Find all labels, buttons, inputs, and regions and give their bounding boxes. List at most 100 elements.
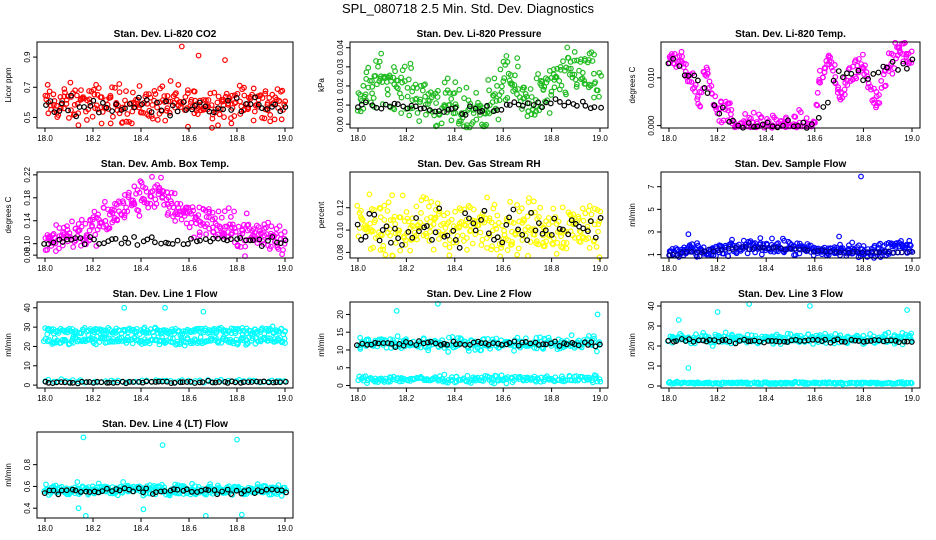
- data-points: [666, 173, 916, 261]
- point-avg: [87, 102, 94, 109]
- point-all: [262, 88, 269, 94]
- point-avg: [59, 100, 65, 107]
- point-avg: [282, 378, 289, 385]
- point-all: [189, 204, 196, 211]
- point-avg: [108, 236, 115, 243]
- point-upper: [860, 332, 867, 339]
- x-tick-label: 18.8: [544, 264, 560, 273]
- point-avg: [131, 104, 138, 111]
- y-tick-label: 0.5: [23, 111, 32, 123]
- point-avg: [126, 101, 133, 107]
- point-avg: [536, 220, 542, 227]
- point-all: [171, 190, 178, 197]
- point-all: [694, 240, 700, 247]
- point-avg: [909, 56, 916, 63]
- point-all: [521, 217, 527, 224]
- point-avg: [561, 102, 568, 109]
- y-tick-label: 0: [23, 382, 32, 387]
- y-tick-label: 0.9: [23, 51, 32, 63]
- point-all: [69, 218, 75, 225]
- point-avg: [665, 60, 672, 67]
- point-avg: [188, 488, 195, 495]
- data-points: [354, 300, 604, 387]
- point-upper: [722, 329, 729, 336]
- point-avg: [77, 489, 84, 495]
- point-avg: [838, 338, 845, 345]
- point-all: [682, 68, 689, 75]
- point-upper: [748, 332, 755, 339]
- x-tick-label: 18.2: [85, 264, 101, 273]
- point-all: [404, 93, 411, 100]
- point-avg: [122, 105, 128, 112]
- data-points: [665, 39, 916, 131]
- point-avg: [113, 486, 120, 493]
- point-avg: [416, 228, 422, 235]
- point-all: [393, 240, 399, 246]
- x-tick-label: 18.2: [399, 264, 415, 273]
- y-tick-label: 0.6: [23, 480, 32, 492]
- point-avg: [426, 107, 433, 113]
- point-avg: [269, 234, 276, 240]
- y-tick-label: 1: [647, 252, 656, 257]
- point-avg: [90, 97, 97, 104]
- point-avg: [392, 344, 399, 351]
- point-all: [131, 201, 138, 208]
- point-all: [377, 246, 384, 253]
- point-avg: [825, 99, 831, 106]
- y-tick-label: 0.12: [336, 199, 345, 215]
- point-all: [875, 241, 882, 248]
- point-all: [591, 237, 598, 244]
- point-all: [405, 76, 412, 83]
- point-lower: [103, 335, 110, 342]
- point-avg: [842, 339, 848, 345]
- point-avg: [757, 245, 764, 251]
- y-axis-label: kPa: [317, 78, 326, 92]
- x-tick-label: 18.6: [181, 134, 197, 143]
- point-avg: [691, 72, 698, 79]
- point-all: [217, 106, 224, 113]
- point-avg: [588, 339, 595, 346]
- point-all: [81, 95, 87, 102]
- point-avg: [143, 485, 150, 492]
- point-all: [91, 91, 98, 98]
- point-all: [882, 82, 889, 89]
- point-avg: [174, 108, 181, 115]
- point-avg: [892, 337, 899, 344]
- point-all: [515, 63, 521, 70]
- y-tick-label: 0.8: [23, 459, 32, 471]
- point-all: [160, 188, 167, 195]
- point-low: [597, 378, 604, 385]
- point-avg: [733, 244, 739, 251]
- y-tick-label: 5: [647, 207, 656, 212]
- point-upper: [157, 328, 164, 335]
- point-avg: [245, 379, 252, 386]
- point-avg: [220, 236, 227, 243]
- point-all: [574, 81, 580, 88]
- point-all: [185, 123, 191, 130]
- x-tick-label: 18.6: [495, 134, 511, 143]
- point-all: [591, 51, 597, 58]
- point-avg: [532, 227, 539, 234]
- point-all: [530, 198, 537, 205]
- y-axis-label: degrees C: [628, 66, 637, 103]
- point-avg: [820, 104, 827, 110]
- point-all: [375, 63, 381, 70]
- point-upper: [158, 330, 164, 337]
- point-avg: [868, 249, 875, 255]
- point-avg: [715, 247, 721, 253]
- x-tick-label: 18.4: [133, 264, 149, 273]
- x-tick-label: 19.0: [904, 394, 920, 403]
- point-all: [472, 231, 479, 238]
- x-tick-label: 19.0: [592, 394, 608, 403]
- point-avg: [452, 236, 459, 243]
- point-avg: [407, 340, 414, 346]
- x-tick-label: 18.6: [181, 394, 197, 403]
- point-all: [191, 483, 198, 490]
- point-outlier: [685, 231, 692, 238]
- point-all: [177, 201, 184, 207]
- point-avg: [68, 92, 74, 99]
- y-tick-label: 30: [647, 321, 656, 330]
- point-all: [860, 51, 866, 58]
- point-all: [448, 117, 455, 124]
- point-all: [123, 88, 129, 94]
